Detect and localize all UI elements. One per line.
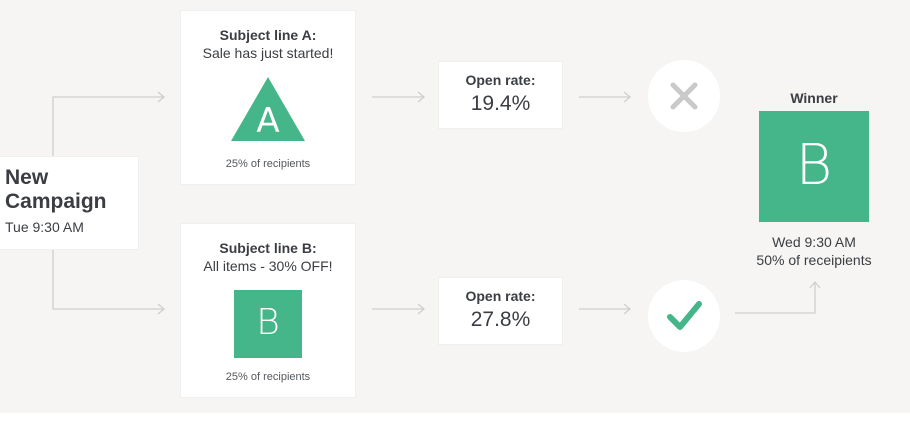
variant-b-letter: B xyxy=(256,302,280,343)
open-rate-a-value: 19.4% xyxy=(470,92,531,115)
arrowhead-a-rate xyxy=(417,91,426,103)
campaign-title: New Campaign xyxy=(5,166,107,213)
subject-b-label: Subject line B: xyxy=(219,240,317,256)
loser-result xyxy=(648,60,720,132)
subject-a-share: 25% of recipients xyxy=(225,158,311,170)
subject-b-text: All items - 30% OFF! xyxy=(203,258,333,274)
campaign-card: New Campaign Tue 9:30 AM xyxy=(0,157,138,249)
subject-a-text: Sale has just started! xyxy=(202,45,334,61)
winner-letter: B xyxy=(795,133,833,198)
arrowhead-b-in xyxy=(157,303,166,315)
open-rate-b-value: 27.8% xyxy=(470,308,531,331)
subject-b-card: Subject line B: All items - 30% OFF! B 2… xyxy=(181,224,355,397)
arrowhead-a-in xyxy=(157,91,166,103)
arrowhead-rate-a xyxy=(623,91,632,103)
open-rate-a-label: Open rate: xyxy=(465,72,536,88)
open-rate-b-card: Open rate: 27.8% xyxy=(439,278,562,344)
arrowhead-winner xyxy=(809,280,821,289)
winner-time: Wed 9:30 AM xyxy=(772,234,856,250)
winner-result xyxy=(648,280,720,352)
arrowhead-b-rate xyxy=(417,303,426,315)
variant-a-letter: A xyxy=(256,101,279,141)
connector-check-to-winner xyxy=(735,282,816,314)
connector-campaign-to-a xyxy=(52,96,164,157)
winner-label: Winner xyxy=(790,90,838,106)
connector-campaign-to-b xyxy=(52,249,164,310)
footer-band xyxy=(0,413,910,425)
winner-square-icon: B xyxy=(759,111,869,222)
square-b-icon: B xyxy=(234,290,302,358)
winner-recipients: 50% of receipients xyxy=(756,252,872,268)
subject-a-card: Subject line A: Sale has just started! A… xyxy=(181,11,355,184)
check-icon xyxy=(667,301,702,330)
close-icon xyxy=(670,82,698,110)
subject-a-label: Subject line A: xyxy=(219,27,317,43)
arrowhead-rate-b xyxy=(623,303,632,315)
open-rate-a-card: Open rate: 19.4% xyxy=(439,62,562,128)
campaign-time: Tue 9:30 AM xyxy=(5,219,84,235)
subject-b-share: 25% of recipients xyxy=(225,371,311,383)
triangle-a-icon: A xyxy=(231,77,305,141)
open-rate-b-label: Open rate: xyxy=(465,288,536,304)
